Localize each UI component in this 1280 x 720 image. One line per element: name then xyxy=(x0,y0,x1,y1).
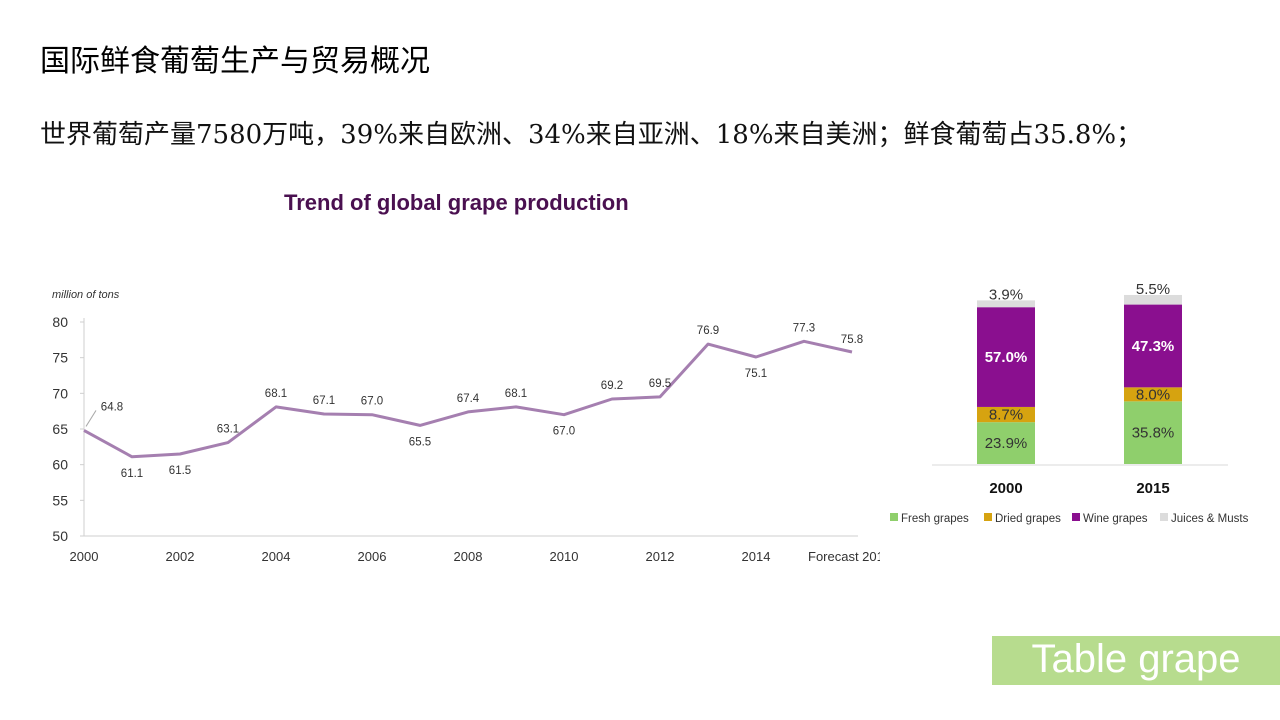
y-tick-label: 75 xyxy=(52,350,68,366)
line-chart-title: Trend of global grape production xyxy=(284,190,629,215)
bar-segment-label: 8.0% xyxy=(1136,386,1170,403)
x-tick-label: 2002 xyxy=(166,549,195,564)
data-point-label: 61.5 xyxy=(169,465,191,477)
data-point-label: 75.1 xyxy=(745,368,767,380)
bar-segment-label: 47.3% xyxy=(1132,338,1175,355)
legend-label: Juices & Musts xyxy=(1171,513,1249,525)
x-tick-label: 2010 xyxy=(550,549,579,564)
data-point-label: 68.1 xyxy=(505,388,527,400)
bar-segment xyxy=(977,422,1035,464)
legend-swatch xyxy=(1160,513,1168,521)
data-point-label: 67.0 xyxy=(361,396,383,408)
usage-stacked-bar-chart: 23.9% 8.7% 57.0% 3.9% 2000 35.8% 8.0% 47.3% 5.5%… xyxy=(890,281,1249,525)
legend-label: Dried grapes xyxy=(995,513,1061,525)
x-tick-label: 2008 xyxy=(454,549,483,564)
bar-segment xyxy=(1124,387,1182,402)
data-point-label: 64.8 xyxy=(101,401,123,413)
legend-swatch xyxy=(984,513,992,521)
data-point-label: 69.2 xyxy=(601,380,623,392)
bar-segment xyxy=(1124,294,1182,305)
y-tick-label: 70 xyxy=(52,385,68,401)
data-point-label: 63.1 xyxy=(217,424,239,436)
legend-swatch xyxy=(890,513,898,521)
legend-label: Fresh grapes xyxy=(901,513,969,525)
leader-line xyxy=(85,410,97,427)
x-tick-label: 2012 xyxy=(646,549,675,564)
legend-label: Wine grapes xyxy=(1083,513,1148,525)
production-series-line xyxy=(83,339,853,459)
bar-segment-label: 57.0% xyxy=(985,349,1028,366)
data-point-label: 67.0 xyxy=(553,426,575,438)
bar-segment-label: 3.9% xyxy=(989,286,1023,303)
slide-subtitle: 世界葡萄产量7580万吨，39%来自欧洲、34%来自亚洲、18%来自美洲；鲜食葡… xyxy=(40,120,1143,150)
x-tick-label: Forecast 2016 xyxy=(808,549,880,564)
bar-segment-label: 35.8% xyxy=(1132,425,1175,442)
bar-segment xyxy=(977,300,1035,308)
y-axis-label: million of tons xyxy=(52,289,120,301)
bar-segment xyxy=(977,307,1035,407)
x-tick-label: 2014 xyxy=(742,549,771,564)
x-tick-label: 2004 xyxy=(262,549,291,564)
x-tick-label: 2006 xyxy=(358,549,387,564)
y-tick-label: 80 xyxy=(52,314,68,330)
production-line-chart: million of tons 50 55 60 65 70 75 80 2000 2002 200… xyxy=(52,289,880,564)
category-label: 2015 xyxy=(1136,480,1169,497)
data-point-label: 68.1 xyxy=(265,388,287,400)
x-tick-label: 2000 xyxy=(70,549,99,564)
data-point-label: 67.4 xyxy=(457,393,480,405)
bar-segment-label: 5.5% xyxy=(1136,281,1170,298)
data-point-label: 61.1 xyxy=(121,468,143,480)
data-point-label: 65.5 xyxy=(409,436,431,448)
bar-segment xyxy=(1124,304,1182,388)
data-point-label: 77.3 xyxy=(793,322,815,334)
data-point-label: 67.1 xyxy=(313,395,335,407)
y-tick-label: 60 xyxy=(52,457,68,473)
table-grape-badge: Table grape xyxy=(992,636,1280,685)
data-point-label: 69.5 xyxy=(649,378,671,390)
slide-title: 国际鲜食葡萄生产与贸易概况 xyxy=(40,44,430,79)
bar-segment-label: 23.9% xyxy=(985,435,1028,452)
y-tick-label: 55 xyxy=(52,492,68,508)
badge-label: Table grape xyxy=(1031,637,1241,681)
y-tick-label: 65 xyxy=(52,421,68,437)
bar-segment-label: 8.7% xyxy=(989,407,1023,424)
legend-swatch xyxy=(1072,513,1080,521)
category-label: 2000 xyxy=(989,480,1022,497)
bar-segment xyxy=(1124,401,1182,464)
y-tick-label: 50 xyxy=(52,528,68,544)
data-point-label: 76.9 xyxy=(697,325,719,337)
data-point-label: 75.8 xyxy=(841,334,863,346)
bar-segment xyxy=(977,406,1035,423)
